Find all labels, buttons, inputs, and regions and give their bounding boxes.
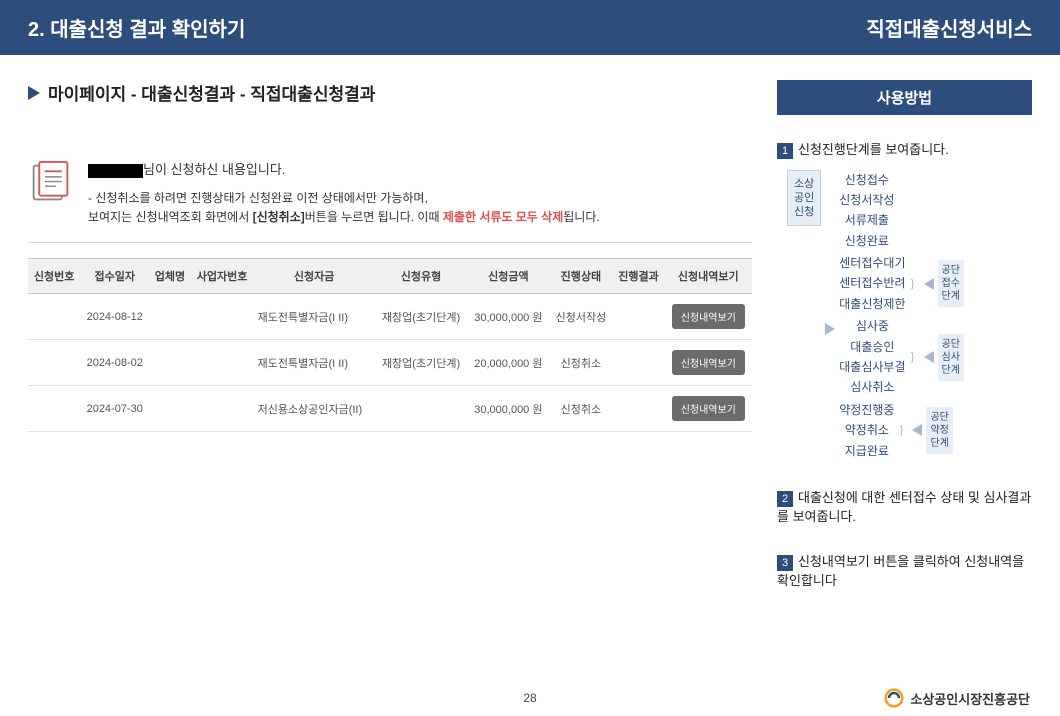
table-row: 2024-08-02재도전특별자금(I II)재창업(초기단계)20,000,0…	[28, 340, 752, 386]
flow-diagram: 소상공인신청 신청접수신청서작성서류제출신청완료센터접수대기센터접수반려대출신청…	[787, 170, 1032, 463]
org-logo: 소상공인시장진흥공단	[884, 688, 1030, 708]
step-number-1: 1	[777, 143, 793, 159]
step-number-3: 3	[777, 555, 793, 571]
brace-icon: }	[906, 253, 920, 314]
footer: 28 소상공인시장진흥공단	[0, 688, 1060, 708]
arrow-right-icon	[825, 323, 835, 335]
info-line-2: 보여지는 신청내역조회 화면에서 [신청취소]버튼을 누르면 됩니다. 이때 제…	[88, 208, 600, 227]
step-3: 3신청내역보기 버튼을 클릭하여 신청내역을 확인합니다	[777, 552, 1032, 591]
flow-step: 신청서작성	[839, 190, 894, 210]
step-number-2: 2	[777, 491, 793, 507]
table-row: 2024-07-30저신용소상공인자금(II)30,000,000 원신청취소신…	[28, 386, 752, 432]
flow-group: 심사중대출승인대출심사부결심사취소} 공단심사단계	[839, 316, 964, 398]
header-bar: 2. 대출신청 결과 확인하기 직접대출신청서비스	[0, 0, 1060, 55]
flow-step: 신청접수	[839, 170, 894, 190]
flow-step: 서류제출	[839, 210, 894, 230]
logo-icon	[884, 688, 904, 708]
flow-step: 약정진행중	[839, 400, 894, 420]
flow-step: 센터접수대기	[839, 253, 905, 273]
breadcrumb-text: 마이페이지 - 대출신청결과 - 직접대출신청결과	[48, 80, 375, 105]
page-number: 28	[523, 691, 536, 705]
arrow-left-icon	[924, 351, 934, 363]
header-title-left: 2. 대출신청 결과 확인하기	[28, 13, 245, 42]
flow-step: 심사취소	[839, 377, 905, 397]
info-title: 님이 신청하신 내용입니다.	[88, 160, 600, 181]
breadcrumb: 마이페이지 - 대출신청결과 - 직접대출신청결과	[28, 80, 752, 105]
stage-label: 공단심사단계	[938, 334, 964, 381]
arrow-left-icon	[912, 424, 922, 436]
table-row: 2024-08-12재도전특별자금(I II)재창업(초기단계)30,000,0…	[28, 294, 752, 340]
flow-origin-box: 소상공인신청	[787, 170, 821, 227]
flow-step: 센터접수반려	[839, 273, 905, 293]
arrow-left-icon	[924, 278, 934, 290]
flow-step: 약정취소	[839, 420, 894, 440]
info-line-1: - 신청취소를 하려면 진행상태가 신청완료 이전 상태에서만 가능하며,	[88, 189, 600, 208]
flow-step: 심사중	[839, 316, 905, 336]
header-title-right: 직접대출신청서비스	[866, 13, 1032, 42]
flow-step: 지급완료	[839, 441, 894, 461]
stage-label: 공단접수단계	[938, 260, 964, 307]
results-table: 신청번호 접수일자 업체명 사업자번호 신청자금 신청유형 신청금액 진행상태 …	[28, 258, 752, 432]
stage-label: 공단약정단계	[926, 407, 952, 454]
redacted-name	[88, 164, 143, 178]
triangle-right-icon	[28, 86, 40, 100]
table-header-row: 신청번호 접수일자 업체명 사업자번호 신청자금 신청유형 신청금액 진행상태 …	[28, 259, 752, 294]
flow-group: 약정진행중약정취소지급완료} 공단약정단계	[839, 400, 964, 461]
flow-group: 신청접수신청서작성서류제출신청완료	[839, 170, 964, 252]
step-1: 1신청진행단계를 보여줍니다.	[777, 140, 1032, 160]
brace-icon: }	[906, 316, 920, 398]
document-icon	[28, 160, 73, 205]
flow-group: 센터접수대기센터접수반려대출신청제한} 공단접수단계	[839, 253, 964, 314]
view-details-button[interactable]: 신청내역보기	[672, 396, 745, 421]
flow-step: 대출승인	[839, 337, 905, 357]
brace-icon: }	[894, 400, 908, 461]
flow-step: 대출심사부결	[839, 357, 905, 377]
view-details-button[interactable]: 신청내역보기	[672, 350, 745, 375]
info-box: 님이 신청하신 내용입니다. - 신청취소를 하려면 진행상태가 신청완료 이전…	[28, 135, 752, 243]
usage-title: 사용방법	[777, 80, 1032, 115]
flow-step: 대출신청제한	[839, 294, 905, 314]
flow-step: 신청완료	[839, 231, 894, 251]
step-2: 2대출신청에 대한 센터접수 상태 및 심사결과를 보여줍니다.	[777, 488, 1032, 527]
view-details-button[interactable]: 신청내역보기	[672, 304, 745, 329]
